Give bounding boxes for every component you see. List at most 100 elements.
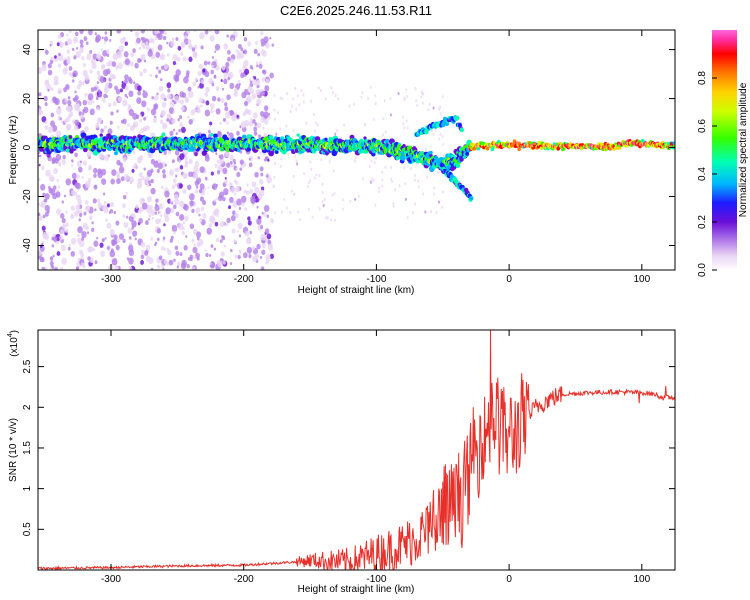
noise-blob bbox=[175, 174, 178, 178]
noise-blob bbox=[426, 175, 429, 179]
noise-blob bbox=[163, 223, 166, 227]
noise-blob bbox=[421, 101, 424, 105]
noise-blob bbox=[164, 190, 170, 198]
noise-blob bbox=[93, 86, 97, 91]
noise-blob bbox=[74, 125, 79, 131]
noise-blob bbox=[229, 262, 233, 266]
noise-blob bbox=[73, 103, 80, 111]
spectrogram-frame bbox=[37, 29, 676, 271]
noise-blob bbox=[251, 93, 257, 100]
noise-blob bbox=[283, 197, 286, 202]
noise-blob bbox=[157, 237, 160, 241]
noise-blob bbox=[200, 45, 204, 50]
noise-blob bbox=[124, 74, 129, 81]
noise-blob bbox=[169, 130, 174, 136]
noise-blob bbox=[171, 224, 178, 233]
ridge-blob bbox=[68, 135, 73, 139]
noise-blob bbox=[171, 184, 176, 190]
noise-blob bbox=[403, 166, 406, 170]
noise-blob bbox=[245, 237, 252, 245]
noise-blob bbox=[146, 169, 153, 177]
noise-blob bbox=[341, 207, 344, 211]
noise-blob bbox=[324, 97, 327, 101]
noise-blob bbox=[294, 86, 297, 91]
noise-blob bbox=[56, 251, 61, 257]
noise-blob bbox=[197, 85, 200, 89]
noise-blob bbox=[40, 183, 46, 191]
noise-blob bbox=[381, 171, 384, 175]
noise-blob bbox=[397, 91, 400, 96]
ridge-blob bbox=[517, 147, 522, 152]
noise-blob bbox=[64, 119, 68, 124]
noise-blob bbox=[103, 125, 107, 130]
noise-blob bbox=[68, 243, 71, 247]
noise-blob bbox=[40, 200, 46, 208]
noise-blob bbox=[323, 197, 326, 202]
svg-text:(x104): (x104) bbox=[7, 330, 20, 357]
noise-blob bbox=[110, 178, 115, 185]
noise-blob bbox=[57, 185, 61, 189]
noise-blob bbox=[62, 154, 66, 160]
noise-blob bbox=[181, 230, 185, 235]
noise-blob bbox=[81, 236, 85, 241]
noise-blob bbox=[53, 236, 58, 243]
noise-blob bbox=[146, 107, 150, 112]
noise-blob bbox=[330, 86, 333, 90]
noise-blob bbox=[424, 210, 427, 214]
noise-blob bbox=[263, 111, 269, 119]
noise-blob bbox=[46, 79, 49, 82]
noise-blob bbox=[100, 128, 104, 134]
noise-blob bbox=[188, 119, 193, 125]
noise-blob bbox=[184, 215, 189, 222]
noise-blob bbox=[120, 37, 125, 44]
noise-blob bbox=[341, 198, 344, 202]
ridge-blob bbox=[324, 137, 328, 141]
ridge-blob bbox=[99, 133, 103, 137]
noise-blob bbox=[148, 180, 151, 184]
y-tick-label: 20 bbox=[22, 93, 33, 105]
branch-blob bbox=[454, 115, 460, 121]
colorbar-ticks: 0.0 0.2 0.4 0.6 0.8 bbox=[697, 71, 717, 277]
noise-blob bbox=[202, 199, 207, 206]
colorbar: 0.0 0.2 0.4 0.6 0.8 Normalized spectral ampl… bbox=[697, 30, 749, 277]
noise-blob bbox=[371, 177, 374, 181]
noise-blob bbox=[133, 150, 136, 154]
noise-blob bbox=[188, 171, 193, 178]
noise-blob bbox=[199, 32, 205, 40]
noise-blob bbox=[132, 121, 139, 129]
noise-blob bbox=[172, 178, 177, 184]
noise-blob bbox=[158, 159, 161, 163]
noise-blob bbox=[235, 181, 239, 185]
noise-blob bbox=[117, 125, 120, 129]
noise-blob bbox=[107, 128, 113, 135]
noise-blob bbox=[175, 132, 178, 136]
noise-blob bbox=[116, 237, 121, 243]
noise-blob bbox=[262, 69, 267, 75]
noise-blob bbox=[177, 45, 182, 51]
noise-blob bbox=[104, 85, 110, 93]
noise-blob bbox=[325, 216, 328, 220]
noise-blob bbox=[196, 236, 200, 241]
noise-blob bbox=[68, 72, 72, 77]
noise-blob bbox=[122, 118, 127, 125]
noise-blob bbox=[149, 73, 153, 78]
noise-blob bbox=[128, 90, 134, 98]
noise-blob bbox=[143, 68, 147, 74]
noise-blob bbox=[92, 53, 98, 60]
noise-blob bbox=[143, 167, 146, 171]
noise-blob bbox=[267, 158, 270, 162]
noise-blob bbox=[236, 52, 242, 60]
noise-blob bbox=[88, 30, 93, 36]
ridge-blob bbox=[385, 138, 390, 144]
noise-blob bbox=[146, 183, 150, 187]
noise-blob bbox=[303, 171, 306, 176]
noise-blob bbox=[90, 87, 95, 93]
noise-blob bbox=[53, 266, 59, 270]
noise-blob bbox=[67, 113, 72, 119]
noise-blob bbox=[392, 202, 395, 206]
noise-blob bbox=[38, 92, 42, 97]
noise-blob bbox=[75, 50, 82, 58]
noise-blob bbox=[98, 92, 103, 98]
noise-blob bbox=[142, 91, 148, 99]
